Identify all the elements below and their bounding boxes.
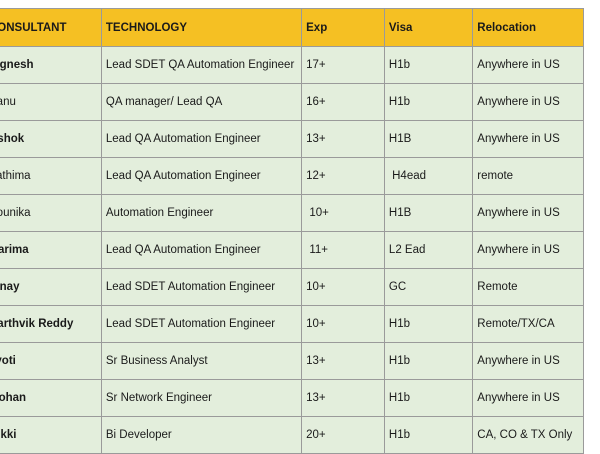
table-row: Fathima Lead QA Automation Engineer 12+ … xyxy=(0,157,584,195)
consultant-cell: Vinay xyxy=(0,268,102,306)
consultant-cell: Garima xyxy=(0,231,102,269)
table-row: Jyoti Sr Business Analyst 13+ H1b Anywhe… xyxy=(0,342,584,380)
relocation-cell: Anywhere in US xyxy=(472,46,584,84)
relocation-cell: Anywhere in US xyxy=(472,194,584,232)
table-row: Ashok Lead QA Automation Engineer 13+ H1… xyxy=(0,120,584,158)
consultant-cell: Karthvik Reddy xyxy=(0,305,102,343)
exp-cell: 20+ xyxy=(301,416,385,454)
consultant-cell: Jyoti xyxy=(0,342,102,380)
technology-cell: Automation Engineer xyxy=(100,194,303,232)
technology-cell: Lead QA Automation Engineer xyxy=(100,157,303,195)
consultant-cell: Vignesh xyxy=(0,46,102,84)
exp-cell: 12+ xyxy=(301,157,385,195)
relocation-cell: Anywhere in US xyxy=(472,342,584,380)
visa-cell: GC xyxy=(383,268,474,306)
visa-cell: H1b xyxy=(383,416,474,454)
visa-cell: H1b xyxy=(383,46,474,84)
header-visa: Visa xyxy=(383,8,474,47)
header-technology: TECHNOLOGY xyxy=(100,8,303,47)
relocation-cell: Remote xyxy=(472,268,584,306)
visa-cell: H1b xyxy=(383,342,474,380)
visa-cell: L2 Ead xyxy=(383,231,474,269)
exp-cell: 16+ xyxy=(301,83,385,121)
relocation-cell: remote xyxy=(472,157,584,195)
table-row: Mohan Sr Network Engineer 13+ H1b Anywhe… xyxy=(0,379,584,417)
exp-cell: 10+ xyxy=(301,305,385,343)
relocation-cell: CA, CO & TX Only xyxy=(472,416,584,454)
relocation-cell: Anywhere in US xyxy=(472,120,584,158)
consultant-cell: Nikki xyxy=(0,416,102,454)
technology-cell: Bi Developer xyxy=(100,416,303,454)
exp-cell: 13+ xyxy=(301,379,385,417)
exp-cell: 17+ xyxy=(301,46,385,84)
consultant-cell: Banu xyxy=(0,83,102,121)
consultant-cell: Mohan xyxy=(0,379,102,417)
table-row: Vinay Lead SDET Automation Engineer 10+ … xyxy=(0,268,584,306)
visa-cell: H4ead xyxy=(383,157,474,195)
technology-cell: Lead QA Automation Engineer xyxy=(100,120,303,158)
technology-cell: QA manager/ Lead QA xyxy=(100,83,303,121)
consultant-cell: Sounika xyxy=(0,194,102,232)
consultant-cell: Ashok xyxy=(0,120,102,158)
relocation-cell: Anywhere in US xyxy=(472,379,584,417)
visa-cell: H1B xyxy=(383,120,474,158)
technology-cell: Lead SDET Automation Engineer xyxy=(100,305,303,343)
visa-cell: H1b xyxy=(383,379,474,417)
exp-cell: 11+ xyxy=(301,231,385,269)
table-row: Nikki Bi Developer 20+ H1b CA, CO & TX O… xyxy=(0,416,584,454)
relocation-cell: Anywhere in US xyxy=(472,83,584,121)
exp-cell: 13+ xyxy=(301,120,385,158)
visa-cell: H1b xyxy=(383,305,474,343)
consultant-table: CONSULTANT TECHNOLOGY Exp Visa Relocatio… xyxy=(0,8,584,454)
technology-cell: Lead SDET QA Automation Engineer xyxy=(100,46,303,84)
relocation-cell: Anywhere in US xyxy=(472,231,584,269)
technology-cell: Lead QA Automation Engineer xyxy=(100,231,303,269)
technology-cell: Lead SDET Automation Engineer xyxy=(100,268,303,306)
exp-cell: 10+ xyxy=(301,268,385,306)
exp-cell: 10+ xyxy=(301,194,385,232)
header-row: CONSULTANT TECHNOLOGY Exp Visa Relocatio… xyxy=(0,8,584,47)
visa-cell: H1b xyxy=(383,83,474,121)
table-row: Karthvik Reddy Lead SDET Automation Engi… xyxy=(0,305,584,343)
header-consultant: CONSULTANT xyxy=(0,8,102,47)
table-row: Sounika Automation Engineer 10+ H1B Anyw… xyxy=(0,194,584,232)
technology-cell: Sr Business Analyst xyxy=(100,342,303,380)
consultant-cell: Fathima xyxy=(0,157,102,195)
table-row: Banu QA manager/ Lead QA 16+ H1b Anywher… xyxy=(0,83,584,121)
table-row: Garima Lead QA Automation Engineer 11+ L… xyxy=(0,231,584,269)
visa-cell: H1B xyxy=(383,194,474,232)
relocation-cell: Remote/TX/CA xyxy=(472,305,584,343)
header-exp: Exp xyxy=(301,8,385,47)
table-row: Vignesh Lead SDET QA Automation Engineer… xyxy=(0,46,584,84)
header-relocation: Relocation xyxy=(472,8,584,47)
exp-cell: 13+ xyxy=(301,342,385,380)
technology-cell: Sr Network Engineer xyxy=(100,379,303,417)
